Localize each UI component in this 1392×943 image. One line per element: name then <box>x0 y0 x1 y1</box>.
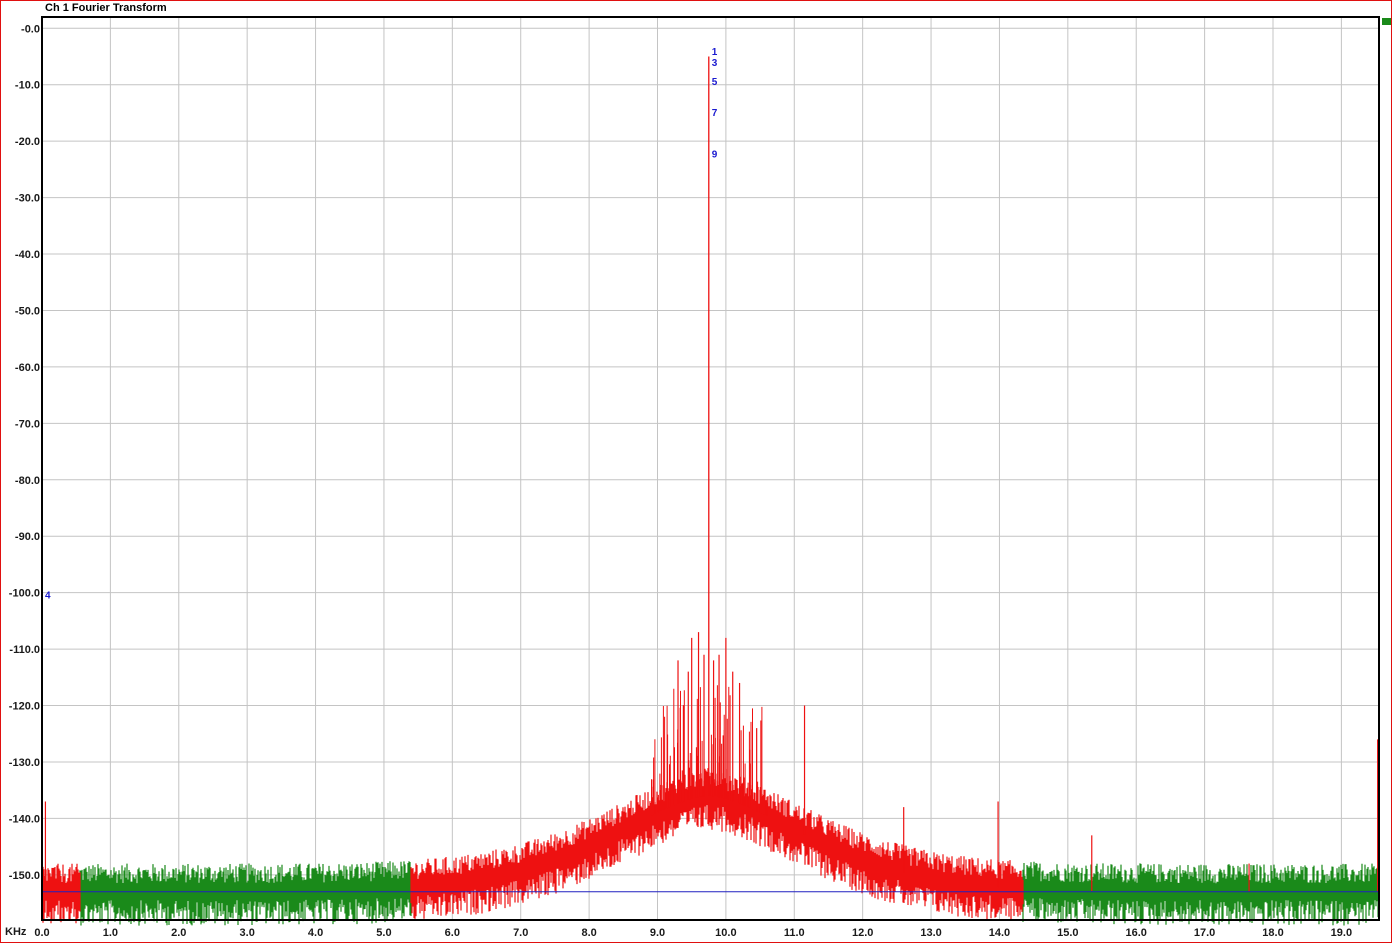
x-tick-label: 9.0 <box>650 927 665 939</box>
x-tick-label: 18.0 <box>1262 927 1283 939</box>
x-tick-label: 14.0 <box>989 927 1010 939</box>
y-tick-label: -50.0 <box>15 305 40 317</box>
y-tick-label: -70.0 <box>15 418 40 430</box>
x-tick-label: 1.0 <box>103 927 118 939</box>
x-tick-label: 3.0 <box>240 927 255 939</box>
plot-area <box>42 17 1379 920</box>
harmonic-marker-label: 9 <box>712 150 718 161</box>
plot-border <box>41 16 1380 921</box>
y-tick-label: -130.0 <box>9 757 40 769</box>
x-tick-label: 19.0 <box>1331 927 1352 939</box>
y-tick-label: -90.0 <box>15 531 40 543</box>
y-tick-label: -0.0 <box>21 23 40 35</box>
x-tick-label: 7.0 <box>513 927 528 939</box>
x-axis-unit-label: KHz <box>5 926 27 938</box>
harmonic-marker-label: 7 <box>712 108 718 119</box>
harmonic-marker-label: 4 <box>45 590 51 601</box>
x-tick-label: 16.0 <box>1126 927 1147 939</box>
x-tick-label: 0.0 <box>34 927 49 939</box>
y-tick-label: -100.0 <box>9 588 40 600</box>
x-tick-label: 6.0 <box>445 927 460 939</box>
x-tick-label: 4.0 <box>308 927 323 939</box>
x-tick-label: 13.0 <box>920 927 941 939</box>
near-carrier-spikes <box>651 685 768 816</box>
y-tick-label: -150.0 <box>9 870 40 882</box>
x-tick-label: 8.0 <box>581 927 596 939</box>
x-tick-label: 2.0 <box>171 927 186 939</box>
channel-color-swatch[interactable] <box>1382 18 1391 25</box>
harmonic-marker-label: 3 <box>712 58 718 69</box>
chart-title: Ch 1 Fourier Transform <box>45 2 167 14</box>
y-tick-label: -120.0 <box>9 701 40 713</box>
y-tick-label: -10.0 <box>15 80 40 92</box>
y-tick-label: -40.0 <box>15 249 40 261</box>
x-tick-label: 10.0 <box>715 927 736 939</box>
y-tick-label: -140.0 <box>9 813 40 825</box>
y-tick-label: -80.0 <box>15 475 40 487</box>
x-tick-label: 5.0 <box>376 927 391 939</box>
y-tick-label: -30.0 <box>15 193 40 205</box>
harmonic-marker-label: 1 <box>712 47 718 58</box>
y-tick-label: -110.0 <box>9 644 40 656</box>
x-tick-label: 15.0 <box>1057 927 1078 939</box>
x-tick-label: 11.0 <box>784 927 805 939</box>
harmonic-marker-label: 5 <box>712 77 718 88</box>
x-tick-label: 17.0 <box>1194 927 1215 939</box>
y-tick-label: -20.0 <box>15 136 40 148</box>
x-tick-label: 12.0 <box>852 927 873 939</box>
y-tick-label: -60.0 <box>15 362 40 374</box>
